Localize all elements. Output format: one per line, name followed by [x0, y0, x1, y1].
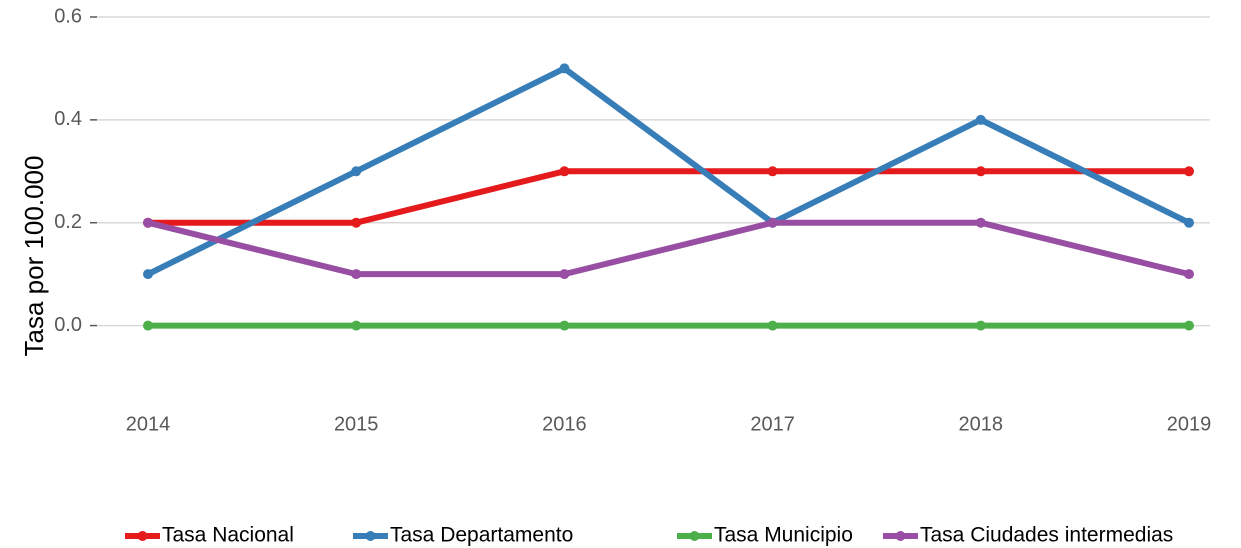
series-line — [147, 219, 1190, 278]
legend-label: Tasa Departamento — [390, 524, 573, 547]
data-point — [351, 269, 362, 280]
x-tick-label: 2015 — [334, 413, 379, 435]
x-tick-label: 2019 — [1167, 413, 1212, 435]
data-point — [975, 114, 986, 125]
data-point — [1184, 166, 1194, 177]
data-point — [351, 320, 362, 331]
data-point — [767, 320, 778, 331]
data-point — [1184, 320, 1194, 331]
data-point — [975, 217, 986, 228]
data-point — [1184, 217, 1194, 228]
legend-swatch-dot — [365, 531, 376, 541]
legend-swatch-dot — [895, 531, 906, 541]
legend-label: Tasa Municipio — [714, 524, 853, 547]
data-point — [767, 217, 778, 228]
y-tick-label: 0.4 — [54, 108, 82, 130]
data-point — [559, 269, 570, 280]
y-tick-label: 0.0 — [54, 314, 82, 336]
data-point — [767, 166, 778, 177]
data-point — [559, 320, 570, 331]
data-point — [143, 320, 153, 331]
legend-label: Tasa Ciudades intermedias — [920, 524, 1173, 547]
data-point — [143, 217, 153, 228]
data-point — [1184, 269, 1194, 280]
series-line — [148, 168, 1189, 226]
x-tick-label: 2018 — [959, 413, 1004, 435]
y-tick-label: 0.6 — [54, 5, 82, 27]
legend-swatch-dot — [137, 531, 148, 541]
x-tick-label: 2017 — [750, 413, 795, 435]
data-point — [559, 63, 570, 74]
data-point — [143, 269, 153, 280]
data-point — [351, 166, 362, 177]
legend-swatch-dot — [689, 531, 700, 541]
y-tick-label: 0.2 — [54, 211, 82, 233]
series-line — [146, 65, 1191, 277]
data-point — [975, 320, 986, 331]
data-point — [351, 217, 362, 228]
x-tick-label: 2016 — [542, 413, 587, 435]
x-tick-label: 2014 — [126, 413, 171, 435]
data-point — [975, 166, 986, 177]
data-point — [559, 166, 570, 177]
y-axis-title: Tasa por 100.000 — [19, 156, 49, 357]
legend-label: Tasa Nacional — [162, 524, 294, 547]
